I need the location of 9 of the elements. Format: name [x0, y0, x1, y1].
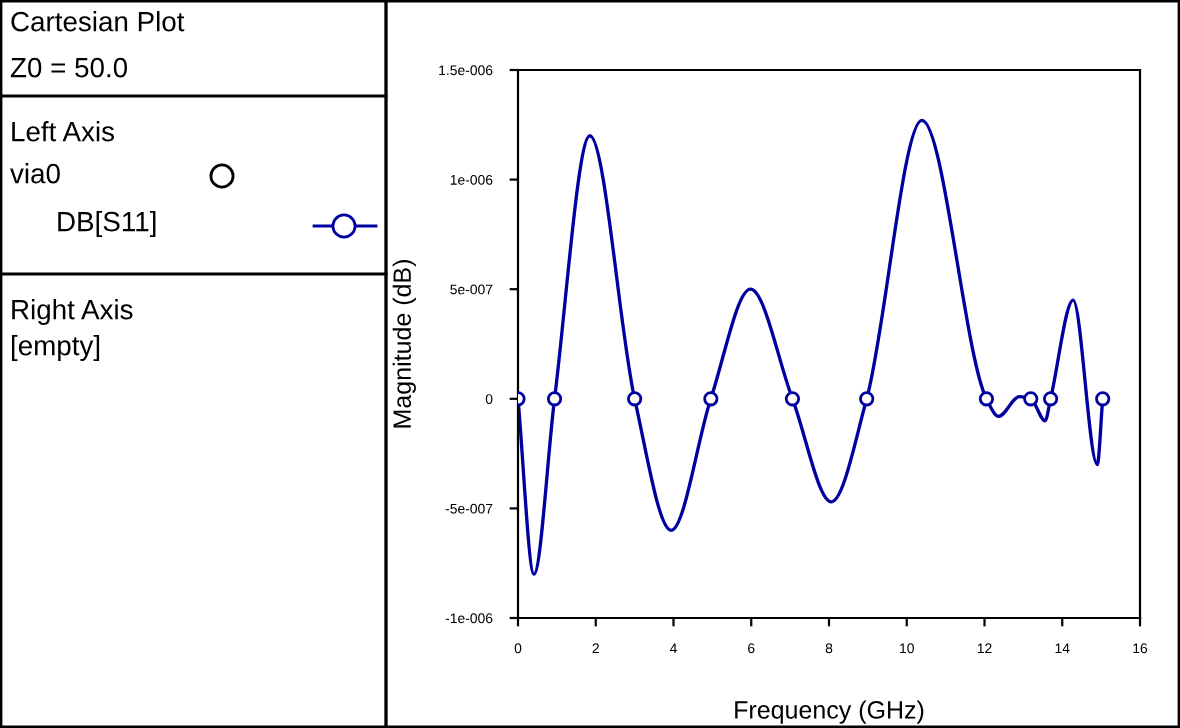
- x-axis-title: Frequency (GHz): [735, 700, 924, 724]
- y-axis-title: Magnitude (dB): [392, 260, 416, 428]
- text: [empty]: [11, 335, 100, 361]
- legend-title: via0: [10, 163, 60, 184]
- text: DB[S11]: [58, 211, 156, 237]
- text: Left Axis: [12, 121, 114, 142]
- text: Z0 = 50.0: [10, 57, 128, 78]
- text: Cartesian Plot: [11, 11, 185, 32]
- text: Right Axis: [12, 299, 133, 325]
